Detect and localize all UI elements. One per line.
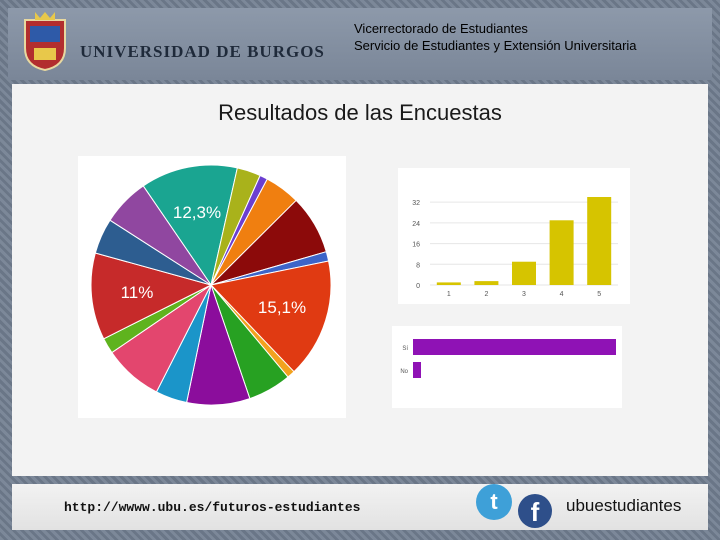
y-tick-label-4: 32 (412, 200, 420, 207)
hbar-2 (413, 362, 421, 378)
facebook-icon[interactable]: f (518, 494, 552, 528)
y-tick-label-1: 8 (416, 262, 420, 269)
x-tick-label-5: 5 (597, 291, 601, 298)
horizontal-bar-chart: Sí No (400, 339, 616, 378)
social-handle: ubuestudiantes (566, 496, 682, 515)
pie-chart: 12,3% 15,1% 11% (90, 164, 332, 406)
y-tick-label-3: 24 (412, 221, 420, 228)
bar-1 (436, 282, 461, 285)
bar-3 (512, 261, 536, 285)
x-tick-label-3: 3 (522, 291, 526, 298)
pie-slice-14 (90, 252, 213, 340)
org-line-2: Servicio de Estudiantes y Extensión Univ… (354, 38, 637, 53)
footer (12, 484, 708, 530)
university-crest-icon (24, 12, 66, 72)
hbar-label-1: Sí (402, 346, 408, 352)
pie-slice-7 (210, 260, 332, 373)
pie-data-label-14: 11% (121, 283, 154, 302)
y-tick-label-2: 16 (412, 242, 420, 249)
x-tick-label-2: 2 (484, 291, 488, 298)
vertical-bar-chart: 0 8 16 24 32 1 2 3 4 5 (412, 197, 618, 298)
y-tick-label-0: 0 (416, 283, 420, 290)
pie-slice-1 (142, 164, 238, 287)
org-line-1: Vicerrectorado de Estudiantes (354, 21, 528, 36)
page-title: Resultados de las Encuestas (218, 100, 502, 125)
hbar-1 (413, 339, 616, 355)
twitter-icon[interactable]: t (476, 484, 512, 520)
pie-data-label-7: 15,1% (258, 298, 306, 317)
header (8, 8, 712, 80)
x-tick-label-4: 4 (560, 291, 564, 298)
university-name: UNIVERSIDAD DE BURGOS (80, 42, 325, 61)
bar-2 (474, 281, 499, 285)
website-link[interactable]: http://wwww.ubu.es/futuros-estudiantes (64, 500, 361, 515)
pie-data-label-1: 12,3% (173, 203, 221, 222)
x-tick-label-1: 1 (447, 291, 451, 298)
organization-text: Vicerrectorado de Estudiantes Servicio d… (354, 20, 637, 54)
hbar-label-2: No (400, 369, 408, 375)
bar-4 (549, 220, 574, 285)
bar-5 (587, 197, 612, 285)
pie-slice-16 (109, 185, 212, 286)
